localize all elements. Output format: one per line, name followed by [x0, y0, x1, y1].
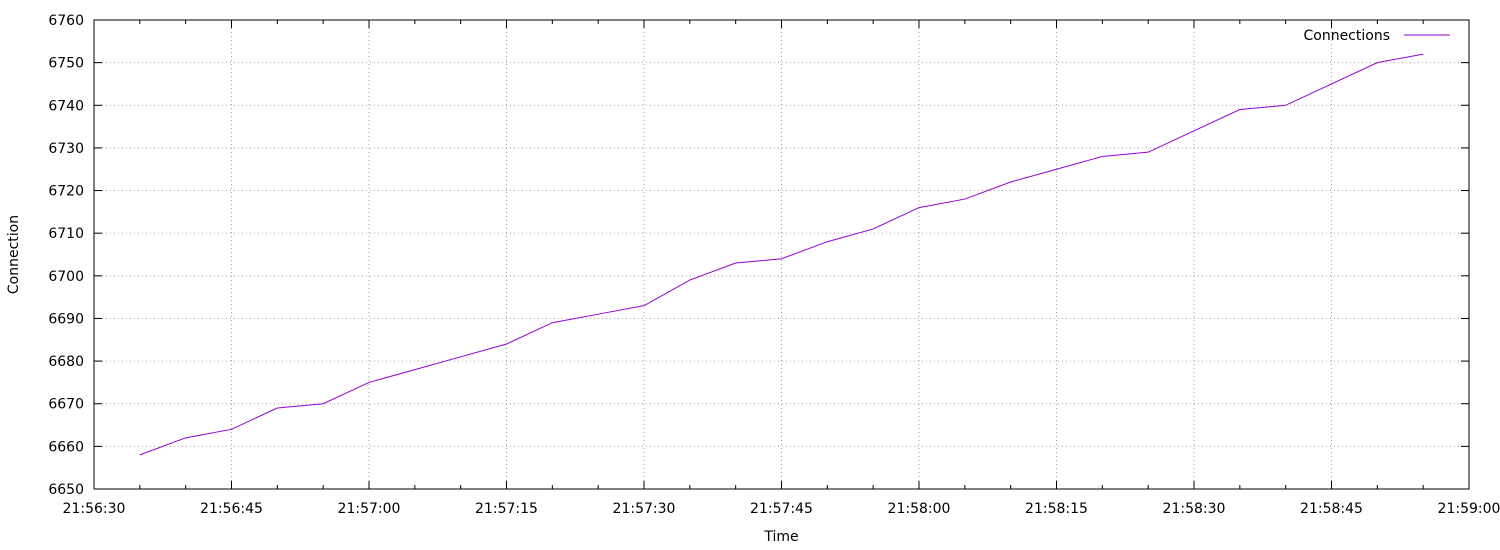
y-tick-label: 6690 — [48, 311, 84, 327]
y-tick-labels: 6650 6660 6670 6680 6690 6700 6710 6720 6730 6740… — [48, 13, 84, 498]
series-layer — [139, 53, 1424, 456]
y-tick-label: 6740 — [48, 98, 84, 114]
x-tick-label: 21:57:00 — [338, 501, 401, 517]
x-tick-label: 21:58:30 — [1163, 501, 1226, 517]
y-tick-label: 6680 — [48, 354, 84, 370]
legend: Connections — [1303, 28, 1450, 44]
x-tick-label: 21:58:00 — [888, 501, 951, 517]
x-tick-label: 21:57:45 — [750, 501, 813, 517]
y-tick-label: 6720 — [48, 184, 84, 200]
x-tick-label: 21:59:00 — [1438, 501, 1500, 517]
y-tick-label: 6670 — [48, 397, 84, 413]
grid-lines — [94, 20, 1469, 489]
axis-ticks — [93, 19, 1470, 490]
x-tick-label: 21:58:45 — [1300, 501, 1363, 517]
y-tick-label: 6750 — [48, 56, 84, 72]
x-tick-labels: 21:56:30 21:56:45 21:57:00 21:57:15 21:57:30… — [63, 501, 1500, 517]
x-axis-label: Time — [763, 529, 798, 545]
y-tick-label: 6710 — [48, 226, 84, 242]
x-tick-label: 21:57:30 — [613, 501, 676, 517]
plot-frame — [93, 19, 1470, 490]
series-line-connections — [139, 53, 1424, 456]
y-tick-label: 6730 — [48, 141, 84, 157]
y-axis-label: Connection — [6, 215, 22, 294]
x-tick-label: 21:56:45 — [200, 501, 263, 517]
y-tick-label: 6650 — [48, 482, 84, 498]
x-tick-label: 21:58:15 — [1025, 501, 1088, 517]
y-tick-label: 6700 — [48, 269, 84, 285]
y-tick-label: 6760 — [48, 13, 84, 29]
y-tick-label: 6660 — [48, 439, 84, 455]
x-tick-label: 21:57:15 — [475, 501, 538, 517]
x-tick-label: 21:56:30 — [63, 501, 126, 517]
legend-label-connections: Connections — [1303, 28, 1390, 44]
